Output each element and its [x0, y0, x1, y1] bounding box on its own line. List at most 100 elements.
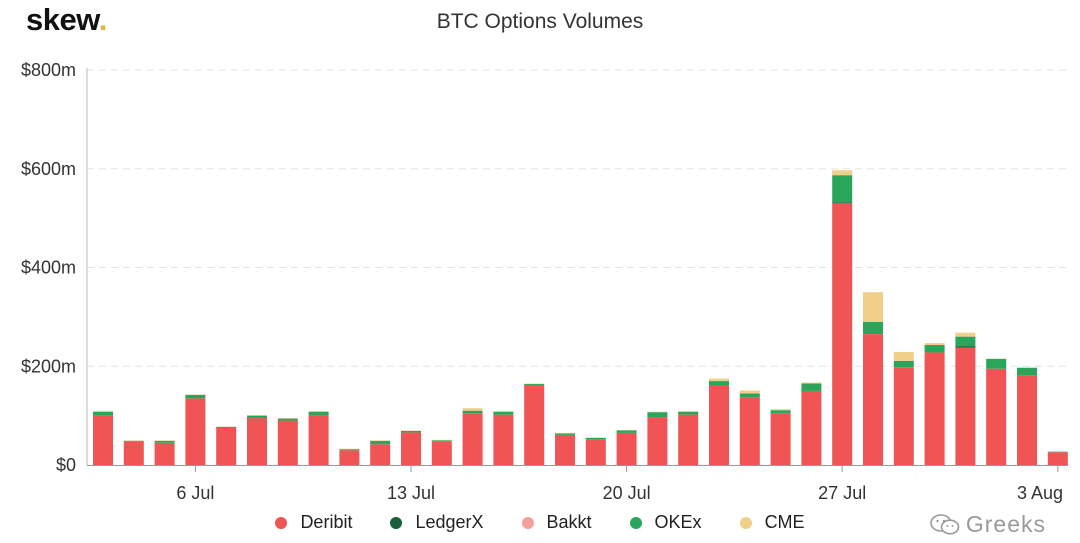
- bar-okex-28: [955, 336, 976, 347]
- bar-okex-3: [185, 394, 206, 399]
- bar-deribit-20: [709, 385, 729, 465]
- bar-deribit-11: [431, 441, 452, 465]
- legend-swatch: [521, 516, 534, 529]
- bar-deribit-1: [123, 441, 144, 465]
- x-tick-label: 20 Jul: [603, 483, 651, 503]
- watermark: Greeks: [930, 511, 1046, 538]
- bar-okex-21: [739, 393, 760, 398]
- bar-cme-20: [709, 378, 729, 382]
- y-tick-label: $800m: [21, 60, 76, 80]
- bar-okex-30: [1017, 367, 1037, 376]
- bar-deribit-29: [986, 368, 1007, 465]
- bar-deribit-19: [678, 414, 699, 465]
- watermark-text: Greeks: [965, 511, 1046, 537]
- logo-dot: .: [98, 2, 108, 37]
- bar-okex-29: [986, 358, 1007, 369]
- y-tick-label: $600m: [21, 159, 76, 179]
- legend-item-okex[interactable]: OKEx: [629, 512, 702, 533]
- chart-title: BTC Options Volumes: [436, 10, 644, 33]
- bar-okex-24: [832, 175, 853, 203]
- bar-okex-7: [308, 411, 329, 416]
- bar-okex-16: [585, 437, 606, 440]
- bar-okex-0: [93, 411, 113, 416]
- legend-label: LedgerX: [415, 512, 484, 532]
- bar-deribit-21: [739, 397, 760, 465]
- bar-okex-11: [431, 440, 452, 442]
- bar-okex-12: [462, 410, 483, 414]
- bar-okex-27: [924, 345, 945, 353]
- bar-okex-25: [863, 321, 883, 335]
- legend-item-cme[interactable]: CME: [739, 512, 805, 533]
- bar-okex-2: [154, 440, 175, 443]
- bar-deribit-31: [1047, 452, 1068, 465]
- bar-deribit-14: [524, 385, 545, 465]
- x-tick-label: 6 Jul: [176, 483, 214, 503]
- bar-okex-17: [616, 430, 637, 433]
- bar-cme-27: [924, 343, 945, 346]
- bar-deribit-17: [616, 432, 637, 465]
- bar-deribit-25: [863, 334, 883, 465]
- bar-deribit-9: [370, 444, 391, 465]
- bar-deribit-13: [493, 414, 514, 465]
- x-tick-label: 13 Jul: [387, 483, 435, 503]
- y-tick-label: $200m: [21, 356, 76, 376]
- bar-okex-13: [493, 411, 514, 415]
- y-tick-label: $0: [56, 455, 76, 475]
- chart-legend: Deribit LedgerX Bakkt OKEx CME: [0, 512, 1080, 533]
- bar-deribit-16: [585, 439, 606, 465]
- bar-okex-10: [401, 430, 421, 433]
- bar-okex-6: [277, 418, 298, 421]
- wechat-icon: [930, 513, 960, 535]
- bar-deribit-7: [308, 415, 329, 465]
- bar-okex-8: [339, 449, 360, 451]
- bar-deribit-26: [893, 367, 914, 465]
- bar-deribit-24: [832, 203, 853, 465]
- bar-ledgerx-24: [832, 202, 853, 204]
- bar-okex-26: [893, 360, 914, 368]
- bar-deribit-28: [955, 347, 976, 465]
- bar-deribit-5: [247, 418, 267, 465]
- bar-cme-28: [955, 332, 976, 337]
- bar-deribit-27: [924, 352, 945, 465]
- bar-okex-14: [524, 384, 545, 386]
- legend-swatch: [739, 516, 752, 529]
- y-tick-label: $400m: [21, 258, 76, 278]
- bar-deribit-4: [216, 427, 237, 465]
- bar-okex-9: [370, 440, 391, 445]
- legend-swatch: [275, 516, 288, 529]
- x-tick-label: 3 Aug: [1017, 483, 1063, 503]
- bar-cme-23: [801, 382, 822, 384]
- bar-cme-24: [832, 170, 853, 176]
- bar-okex-22: [770, 410, 791, 414]
- x-tick-label: 27 Jul: [818, 483, 866, 503]
- bar-okex-4: [216, 426, 237, 428]
- bar-okex-1: [123, 440, 144, 442]
- bar-deribit-30: [1017, 375, 1037, 465]
- legend-swatch: [390, 516, 403, 529]
- bar-ledgerx-28: [955, 346, 976, 348]
- bar-deribit-12: [462, 413, 483, 465]
- bar-deribit-0: [93, 415, 113, 465]
- bar-okex-20: [709, 381, 729, 386]
- bar-deribit-6: [277, 420, 298, 465]
- bar-cme-12: [462, 408, 483, 411]
- legend-item-bakkt[interactable]: Bakkt: [521, 512, 592, 533]
- logo-text: skew: [26, 2, 99, 37]
- legend-swatch: [629, 516, 642, 529]
- bar-okex-5: [247, 415, 267, 419]
- bar-cme-21: [739, 390, 760, 394]
- bar-deribit-2: [154, 442, 175, 465]
- legend-label: Bakkt: [546, 512, 592, 532]
- bar-deribit-18: [647, 417, 668, 465]
- bar-okex-15: [555, 433, 575, 435]
- legend-item-ledgerx[interactable]: LedgerX: [390, 512, 484, 533]
- bar-deribit-8: [339, 450, 360, 465]
- bar-cme-22: [770, 409, 791, 411]
- bar-okex-18: [647, 412, 668, 418]
- bar-deribit-22: [770, 413, 791, 465]
- bar-cme-25: [863, 292, 883, 322]
- bar-deribit-3: [185, 398, 206, 465]
- bar-cme-26: [893, 351, 914, 361]
- legend-item-deribit[interactable]: Deribit: [275, 512, 352, 533]
